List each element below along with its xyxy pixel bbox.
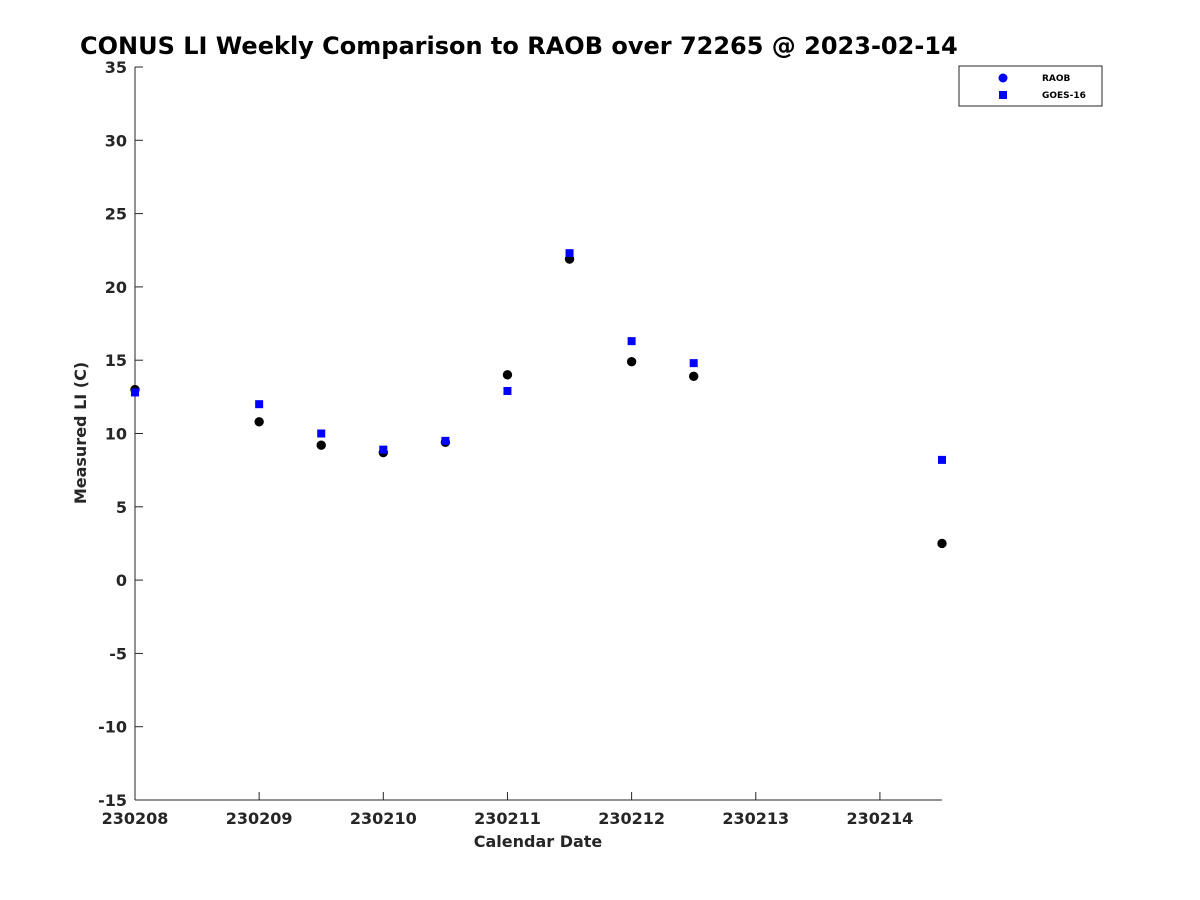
y-tick-label: 0 (116, 571, 127, 590)
legend-label: RAOB (1042, 74, 1071, 84)
y-tick-label: 35 (105, 58, 127, 77)
raob-point (937, 538, 947, 549)
x-axis-label: Calendar Date (474, 832, 603, 851)
x-tick-label: 230210 (350, 809, 417, 828)
y-axis-ticks: -15 -10 -5 0 5 10 15 20 25 30 35 (98, 58, 143, 810)
x-tick-label: 230208 (102, 809, 169, 828)
raob-point (626, 356, 637, 367)
y-tick-label: 30 (105, 131, 127, 150)
chart-title: CONUS LI Weekly Comparison to RAOB over … (80, 32, 958, 60)
y-tick-label: -5 (109, 644, 127, 663)
y-tick-label: -15 (98, 791, 127, 810)
x-tick-label: 230214 (847, 809, 914, 828)
x-tick-label: 230212 (598, 809, 665, 828)
y-axis-label: Measured LI (C) (71, 362, 90, 504)
goes16-point (689, 359, 698, 368)
legend-label: GOES-16 (1042, 91, 1086, 101)
goes16-point (938, 455, 946, 464)
y-tick-label: -10 (98, 718, 127, 737)
legend-box (958, 65, 1103, 107)
raob-point (316, 440, 326, 450)
goes16-point (627, 337, 636, 346)
y-tick-label: 25 (105, 205, 127, 224)
goes16-point (441, 436, 450, 445)
goes16-point (379, 445, 388, 454)
goes16-point (503, 386, 512, 395)
y-tick-label: 5 (116, 498, 127, 517)
raob-point (254, 417, 264, 427)
legend: RAOB GOES-16 (958, 65, 1103, 107)
goes16-point (255, 400, 264, 409)
goes16-point (131, 388, 139, 397)
legend-raob-marker (998, 73, 1008, 83)
x-tick-label: 230213 (722, 809, 789, 828)
y-tick-label: 15 (105, 351, 127, 370)
raob-point (688, 371, 699, 382)
goes16-point (565, 249, 574, 258)
raob-point (502, 370, 513, 380)
axes (134, 67, 942, 801)
y-tick-label: 20 (105, 278, 127, 297)
legend-goes16-marker (999, 91, 1007, 99)
x-axis-ticks: 230208 230209 230210 230211 230212 230213 2302… (102, 792, 914, 828)
goes16-point (317, 429, 326, 438)
x-tick-label: 230211 (474, 809, 541, 828)
data-points (130, 249, 947, 549)
x-tick-label: 230209 (226, 809, 293, 828)
y-tick-label: 10 (105, 425, 127, 444)
